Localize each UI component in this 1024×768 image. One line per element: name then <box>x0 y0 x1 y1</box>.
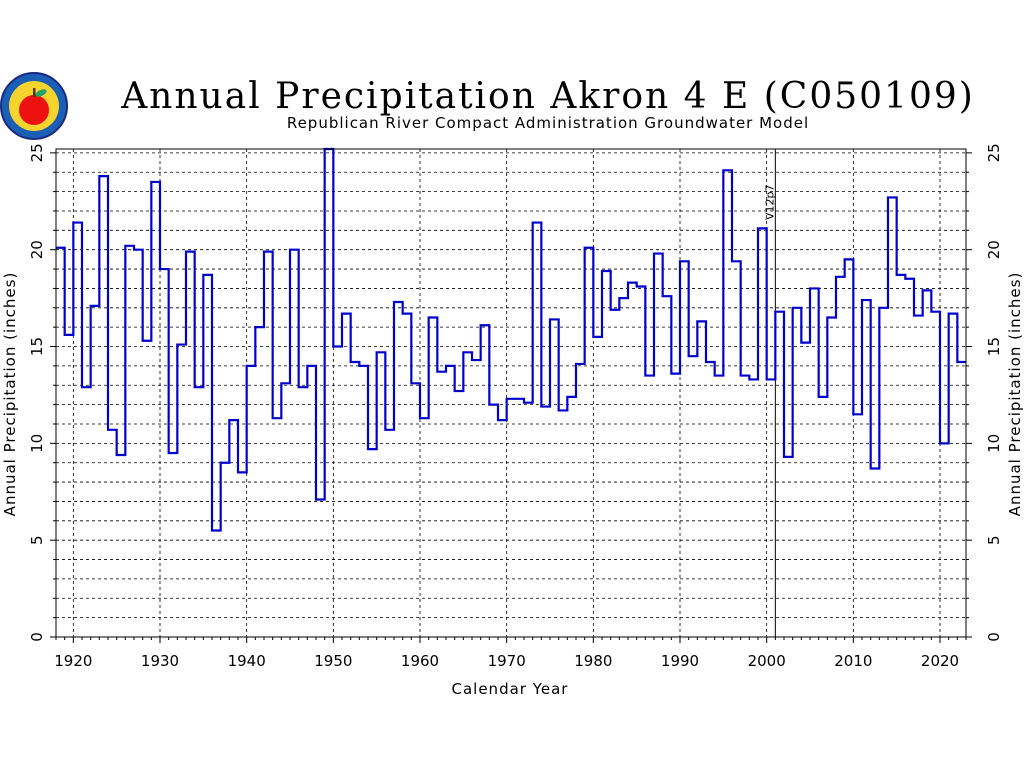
y-tick-label-left: 15 <box>28 337 46 356</box>
annotation-group: V12p7 <box>763 149 776 637</box>
x-tick-label: 1980 <box>574 652 612 670</box>
y-axis-label-right: Annual Precipitation (inches) <box>1006 272 1024 517</box>
logo-apple-stem <box>33 88 36 97</box>
x-tick-label: 1930 <box>141 652 179 670</box>
logo-apple-leaf <box>35 89 47 97</box>
grid-lines <box>56 149 966 637</box>
apple-logo <box>0 72 68 140</box>
y-tick-label-left: 5 <box>28 535 46 545</box>
x-tick-label: 1940 <box>228 652 266 670</box>
x-tick-label: 1990 <box>661 652 699 670</box>
precipitation-step-line <box>56 147 966 532</box>
x-axis-label: Calendar Year <box>452 680 569 698</box>
y-tick-label-right: 5 <box>985 535 1003 545</box>
x-tick-label: 2020 <box>921 652 959 670</box>
y-tick-label-left: 20 <box>28 240 46 259</box>
x-tick-label: 1920 <box>54 652 92 670</box>
x-tick-label: 2010 <box>834 652 872 670</box>
x-tick-label: 1960 <box>401 652 439 670</box>
y-tick-label-right: 20 <box>985 240 1003 259</box>
y-tick-label-right: 25 <box>985 143 1003 162</box>
y-axis-label-left: Annual Precipitation (inches) <box>1 272 19 517</box>
y-axis-right: 0 5 10 15 20 25 <box>966 143 1003 642</box>
chart-title: Annual Precipitation Akron 4 E (C050109) <box>120 76 975 117</box>
logo-apple-body <box>19 95 49 125</box>
y-tick-label-left: 25 <box>28 143 46 162</box>
plot-frame <box>55 148 967 638</box>
y-tick-label-left: 0 <box>28 632 46 642</box>
y-tick-label-right: 10 <box>985 434 1003 453</box>
annotation-label: V12p7 <box>763 184 776 220</box>
y-tick-label-right: 0 <box>985 632 1003 642</box>
x-tick-label: 1950 <box>314 652 352 670</box>
x-axis: 1920 1930 1940 1950 1960 1970 1980 1990 2000 2010… <box>54 637 967 670</box>
x-tick-label: 1970 <box>488 652 526 670</box>
chart-subtitle: Republican River Compact Administration … <box>287 114 809 132</box>
y-tick-label-left: 10 <box>28 434 46 453</box>
y-axis-left: 0 5 10 15 20 25 <box>28 143 56 642</box>
y-tick-label-right: 15 <box>985 337 1003 356</box>
x-tick-label: 2000 <box>748 652 786 670</box>
series-group <box>56 147 966 532</box>
